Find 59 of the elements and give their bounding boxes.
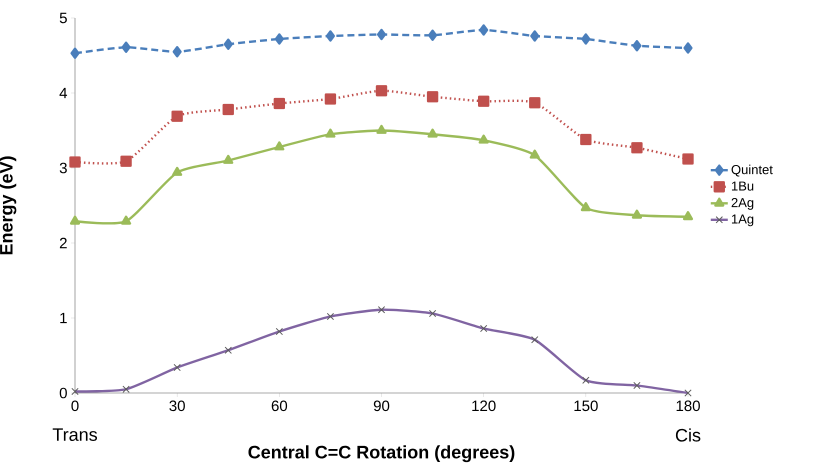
point <box>325 128 336 138</box>
point <box>120 156 132 167</box>
point <box>69 156 81 168</box>
legend-label: 1Ag <box>732 214 754 226</box>
text: Trans <box>52 428 98 441</box>
point <box>70 48 80 59</box>
legend-label: Quintet <box>732 164 773 177</box>
point <box>274 33 284 45</box>
point <box>530 30 540 42</box>
point <box>529 97 540 108</box>
x-tick-label: 0 <box>71 400 79 412</box>
y-tick-label: 4 <box>59 88 68 98</box>
point <box>530 150 540 159</box>
point <box>631 142 643 154</box>
x-tick-label: 30 <box>169 400 185 412</box>
point <box>682 211 694 220</box>
point <box>224 38 233 50</box>
point <box>172 166 182 176</box>
point <box>171 110 183 122</box>
point <box>478 96 490 107</box>
x-tick-label: 120 <box>472 400 496 412</box>
legend-label: 1Bu <box>732 182 754 191</box>
point <box>172 46 182 58</box>
point <box>326 30 335 42</box>
y-tick-label: 3 <box>60 162 67 174</box>
point <box>479 24 488 36</box>
point <box>274 141 284 150</box>
point <box>428 30 438 41</box>
point <box>581 33 590 45</box>
text: Cis <box>676 428 700 442</box>
point <box>580 134 592 146</box>
point <box>376 85 388 96</box>
point <box>580 202 591 212</box>
point <box>376 124 387 134</box>
x-axis-title: Central C=C Rotation (degrees) <box>248 445 514 462</box>
legend-label: 2Ag <box>732 198 754 210</box>
point <box>683 42 693 54</box>
point <box>324 93 336 105</box>
x-tick-label: 150 <box>574 400 598 412</box>
point <box>632 40 642 52</box>
point <box>122 42 131 53</box>
x-tick-label: 90 <box>374 400 390 412</box>
point <box>70 216 80 225</box>
x-tick-label: 60 <box>272 400 288 412</box>
point <box>222 104 234 116</box>
x-tick-label: 180 <box>676 400 700 412</box>
point <box>426 91 438 102</box>
point <box>121 216 132 225</box>
point <box>376 28 386 40</box>
y-tick-label: 0 <box>60 388 67 398</box>
y-tick-label: 5 <box>60 12 67 24</box>
point <box>632 210 642 219</box>
point <box>478 134 489 144</box>
point <box>682 153 694 165</box>
y-tick-label: 1 <box>60 312 67 324</box>
point <box>274 98 286 110</box>
y-tick-label: 2 <box>60 238 67 248</box>
point <box>223 154 234 164</box>
point <box>428 128 438 138</box>
